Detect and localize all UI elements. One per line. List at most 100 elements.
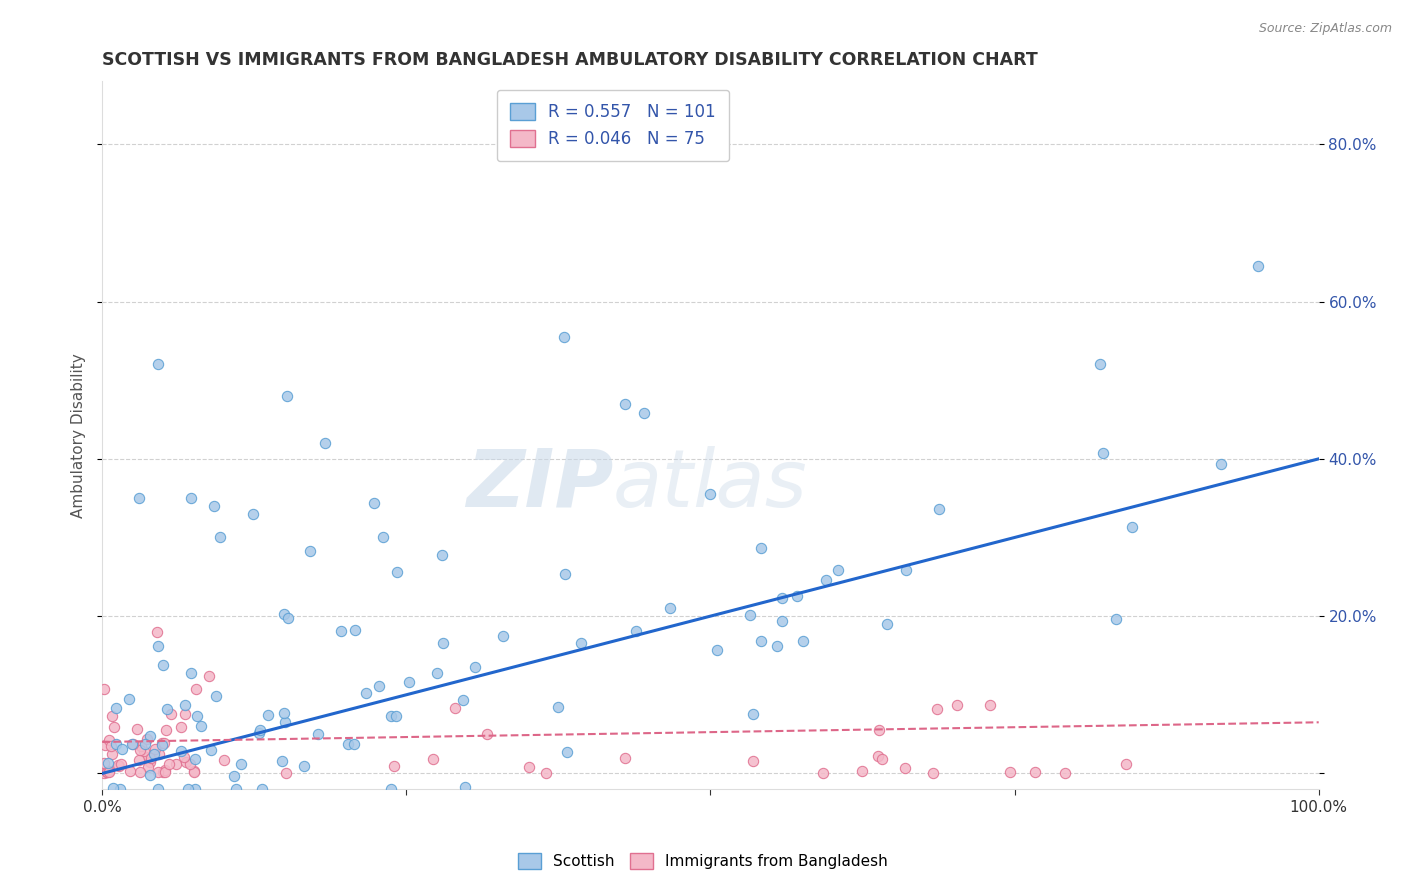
Point	[108, 782, 131, 797]
Point	[118, 764, 141, 778]
Point	[517, 760, 540, 774]
Point	[337, 737, 360, 751]
Point	[851, 764, 873, 778]
Point	[184, 752, 207, 766]
Point	[371, 531, 394, 545]
Point	[173, 750, 195, 764]
Point	[183, 764, 205, 779]
Point	[624, 624, 647, 638]
Point	[811, 766, 834, 780]
Point	[129, 739, 152, 753]
Point	[432, 636, 454, 650]
Point	[174, 707, 197, 722]
Point	[740, 607, 762, 622]
Point	[354, 686, 377, 700]
Point	[815, 574, 838, 588]
Point	[380, 709, 402, 723]
Point	[111, 742, 134, 756]
Point	[946, 698, 969, 712]
Point	[174, 755, 197, 769]
Point	[225, 782, 247, 797]
Point	[100, 747, 122, 761]
Point	[827, 563, 849, 577]
Point	[475, 726, 498, 740]
Point	[699, 487, 721, 501]
Point	[553, 330, 575, 344]
Text: atlas: atlas	[613, 446, 808, 524]
Point	[165, 756, 187, 771]
Point	[249, 723, 271, 737]
Point	[103, 720, 125, 734]
Point	[146, 358, 169, 372]
Point	[273, 607, 295, 621]
Point	[242, 507, 264, 521]
Point	[229, 756, 252, 771]
Point	[143, 742, 166, 756]
Point	[138, 749, 160, 764]
Point	[134, 738, 156, 752]
Point	[274, 766, 297, 780]
Point	[125, 722, 148, 736]
Point	[894, 761, 917, 775]
Point	[183, 764, 205, 779]
Point	[868, 723, 890, 737]
Point	[534, 765, 557, 780]
Point	[153, 764, 176, 779]
Point	[247, 726, 270, 740]
Point	[205, 690, 228, 704]
Point	[129, 742, 152, 756]
Point	[1104, 612, 1126, 626]
Point	[153, 736, 176, 750]
Point	[1211, 457, 1233, 471]
Point	[152, 765, 174, 780]
Point	[107, 758, 129, 772]
Point	[422, 752, 444, 766]
Point	[184, 782, 207, 797]
Point	[557, 745, 579, 759]
Point	[276, 389, 298, 403]
Point	[176, 782, 198, 797]
Point	[101, 708, 124, 723]
Point	[569, 635, 592, 649]
Point	[128, 764, 150, 779]
Point	[150, 735, 173, 749]
Point	[139, 755, 162, 769]
Point	[93, 682, 115, 697]
Point	[344, 623, 367, 637]
Point	[136, 759, 159, 773]
Point	[190, 719, 212, 733]
Point	[198, 669, 221, 683]
Point	[453, 780, 475, 794]
Point	[299, 544, 322, 558]
Point	[385, 565, 408, 579]
Point	[613, 750, 636, 764]
Point	[547, 699, 569, 714]
Point	[128, 491, 150, 505]
Point	[706, 643, 728, 657]
Point	[928, 501, 950, 516]
Point	[98, 764, 121, 779]
Point	[156, 702, 179, 716]
Text: SCOTTISH VS IMMIGRANTS FROM BANGLADESH AMBULATORY DISABILITY CORRELATION CHART: SCOTTISH VS IMMIGRANTS FROM BANGLADESH A…	[103, 51, 1038, 69]
Point	[343, 738, 366, 752]
Point	[464, 660, 486, 674]
Point	[170, 720, 193, 734]
Point	[979, 698, 1001, 712]
Point	[148, 764, 170, 779]
Point	[110, 757, 132, 772]
Point	[96, 764, 118, 779]
Point	[180, 665, 202, 680]
Point	[925, 702, 948, 716]
Point	[257, 708, 280, 723]
Point	[104, 701, 127, 715]
Point	[153, 764, 176, 778]
Point	[97, 756, 120, 771]
Legend: R = 0.557   N = 101, R = 0.046   N = 75: R = 0.557 N = 101, R = 0.046 N = 75	[496, 90, 730, 161]
Point	[786, 589, 808, 603]
Point	[97, 733, 120, 747]
Point	[134, 744, 156, 758]
Point	[876, 617, 898, 632]
Point	[170, 744, 193, 758]
Point	[633, 406, 655, 420]
Point	[1088, 358, 1111, 372]
